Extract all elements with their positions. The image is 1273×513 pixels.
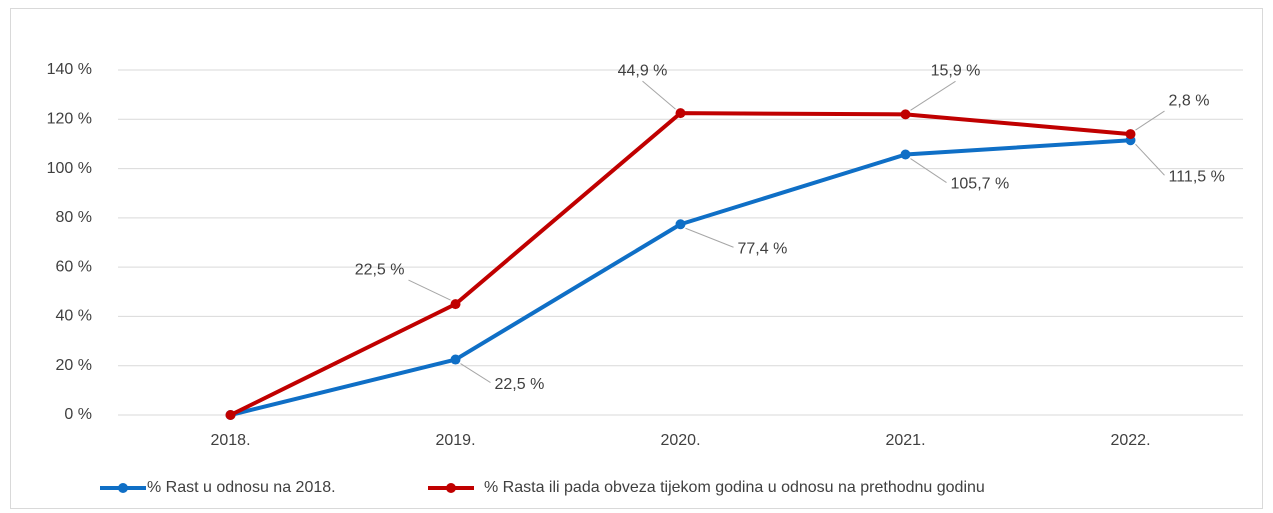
data-label: 22,5 % <box>355 261 405 278</box>
data-label: 22,5 % <box>495 376 545 393</box>
point-marker <box>675 219 686 230</box>
point-marker <box>450 299 461 310</box>
y-tick-label: 80 % <box>56 209 92 226</box>
point-marker <box>1125 129 1136 140</box>
leader-line <box>685 227 734 248</box>
x-tick-label: 2018. <box>210 432 250 449</box>
legend-label: % Rast u odnosu na 2018. <box>147 479 336 496</box>
leader-line <box>1135 143 1165 176</box>
point-marker <box>900 149 911 160</box>
data-label: 77,4 % <box>738 240 788 257</box>
point-marker <box>900 109 911 120</box>
data-label: 44,9 % <box>618 62 668 79</box>
y-tick-label: 40 % <box>56 308 92 325</box>
x-tick-label: 2021. <box>885 432 925 449</box>
leader-line <box>642 80 676 110</box>
x-tick-label: 2020. <box>660 432 700 449</box>
legend-marker <box>446 483 456 493</box>
data-label: 111,5 % <box>1169 168 1225 185</box>
point-marker <box>675 108 686 119</box>
y-tick-label: 0 % <box>64 406 92 423</box>
data-label: 15,9 % <box>931 63 981 80</box>
leader-line <box>910 158 947 183</box>
legend-marker <box>118 483 128 493</box>
leader-line <box>408 279 451 301</box>
chart-border <box>10 8 1263 509</box>
leader-line <box>460 363 491 383</box>
leader-line <box>910 80 956 111</box>
y-tick-label: 100 % <box>47 160 92 177</box>
legend-label: % Rasta ili pada obveza tijekom godina u… <box>484 479 985 496</box>
y-tick-label: 60 % <box>56 258 92 275</box>
point-marker <box>450 354 461 365</box>
y-tick-label: 120 % <box>47 111 92 128</box>
y-tick-label: 20 % <box>56 357 92 374</box>
y-tick-label: 140 % <box>47 61 92 78</box>
x-tick-label: 2019. <box>435 432 475 449</box>
point-marker <box>225 410 236 420</box>
data-label: 105,7 % <box>951 176 1010 193</box>
leader-line <box>1135 110 1165 131</box>
x-tick-label: 2022. <box>1110 432 1150 449</box>
data-label: 2,8 % <box>1169 92 1210 109</box>
